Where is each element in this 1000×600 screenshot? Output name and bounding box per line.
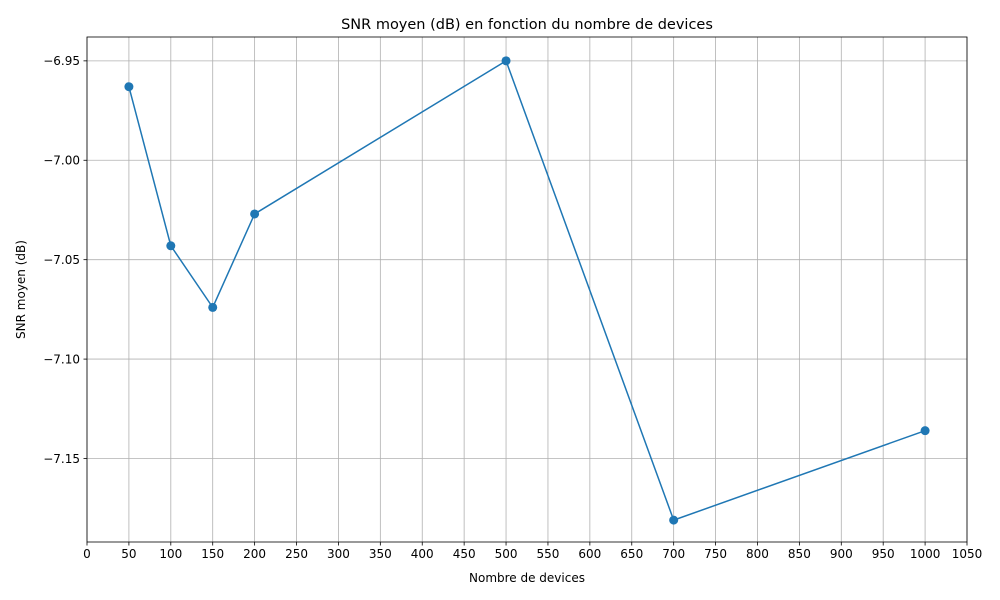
x-tick-label: 1050 bbox=[952, 547, 983, 561]
x-tick-label: 200 bbox=[243, 547, 266, 561]
x-tick-label: 500 bbox=[495, 547, 518, 561]
x-tick-label: 700 bbox=[662, 547, 685, 561]
y-tick-label: −7.10 bbox=[43, 352, 80, 366]
y-axis-ticks: −7.15 −7.10 −7.05 −7.00 −6.95 bbox=[43, 54, 87, 466]
x-tick-label: 550 bbox=[536, 547, 559, 561]
x-tick-label: 350 bbox=[369, 547, 392, 561]
y-axis-title: SNR moyen (dB) bbox=[14, 240, 28, 339]
data-point bbox=[166, 241, 176, 251]
x-tick-label: 0 bbox=[83, 547, 91, 561]
x-tick-label: 400 bbox=[411, 547, 434, 561]
y-tick-label: −7.15 bbox=[43, 452, 80, 466]
x-tick-label: 950 bbox=[872, 547, 895, 561]
data-point bbox=[501, 56, 511, 66]
data-point bbox=[669, 515, 679, 525]
x-tick-label: 50 bbox=[121, 547, 136, 561]
x-axis-ticks: 0 50 100 150 200 250 300 350 400 450 500 550 600 650 7… bbox=[83, 542, 982, 561]
y-tick-label: −7.05 bbox=[43, 253, 80, 267]
x-tick-label: 300 bbox=[327, 547, 350, 561]
plot-area-frame bbox=[86, 36, 968, 543]
x-tick-label: 150 bbox=[201, 547, 224, 561]
series-layer bbox=[124, 56, 930, 525]
data-point bbox=[250, 209, 260, 219]
x-tick-label: 450 bbox=[453, 547, 476, 561]
y-tick-label: −6.95 bbox=[43, 54, 80, 68]
x-tick-label: 250 bbox=[285, 547, 308, 561]
x-tick-label: 1000 bbox=[910, 547, 941, 561]
data-point bbox=[920, 426, 930, 436]
data-point bbox=[208, 302, 218, 312]
x-tick-label: 900 bbox=[830, 547, 853, 561]
x-axis-title: Nombre de devices bbox=[469, 571, 585, 585]
x-tick-label: 650 bbox=[620, 547, 643, 561]
x-tick-label: 850 bbox=[788, 547, 811, 561]
x-tick-label: 600 bbox=[578, 547, 601, 561]
chart-title: SNR moyen (dB) en fonction du nombre de … bbox=[341, 17, 713, 33]
x-tick-label: 800 bbox=[746, 547, 769, 561]
x-tick-label: 750 bbox=[704, 547, 727, 561]
data-point bbox=[124, 82, 134, 92]
x-tick-label: 100 bbox=[159, 547, 182, 561]
y-tick-label: −7.00 bbox=[43, 154, 80, 168]
